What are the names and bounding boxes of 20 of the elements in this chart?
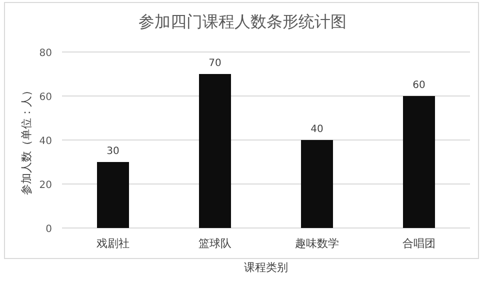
bar (97, 162, 129, 228)
y-tick-label: 80 (39, 48, 52, 59)
bar (199, 74, 231, 228)
x-tick-label: 篮球队 (198, 237, 232, 250)
data-label: 30 (106, 146, 120, 157)
x-tick-label: 戏剧社 (96, 237, 130, 250)
y-tick-label: 20 (39, 180, 52, 191)
data-label: 60 (412, 80, 426, 91)
data-label: 40 (310, 124, 324, 135)
x-tick-label: 趣味数学 (295, 237, 339, 250)
y-axis-title: 参加人数（单位：人） (20, 85, 33, 195)
bar (403, 96, 435, 228)
x-axis-title: 课程类别 (244, 261, 288, 274)
y-tick-label: 0 (46, 224, 52, 235)
y-tick-label: 40 (39, 136, 52, 147)
bar (301, 140, 333, 228)
chart-title: 参加四门课程人数条形统计图 (138, 12, 346, 31)
y-tick-label: 60 (39, 92, 52, 103)
x-tick-label: 合唱团 (402, 237, 436, 250)
data-label: 70 (208, 58, 222, 69)
